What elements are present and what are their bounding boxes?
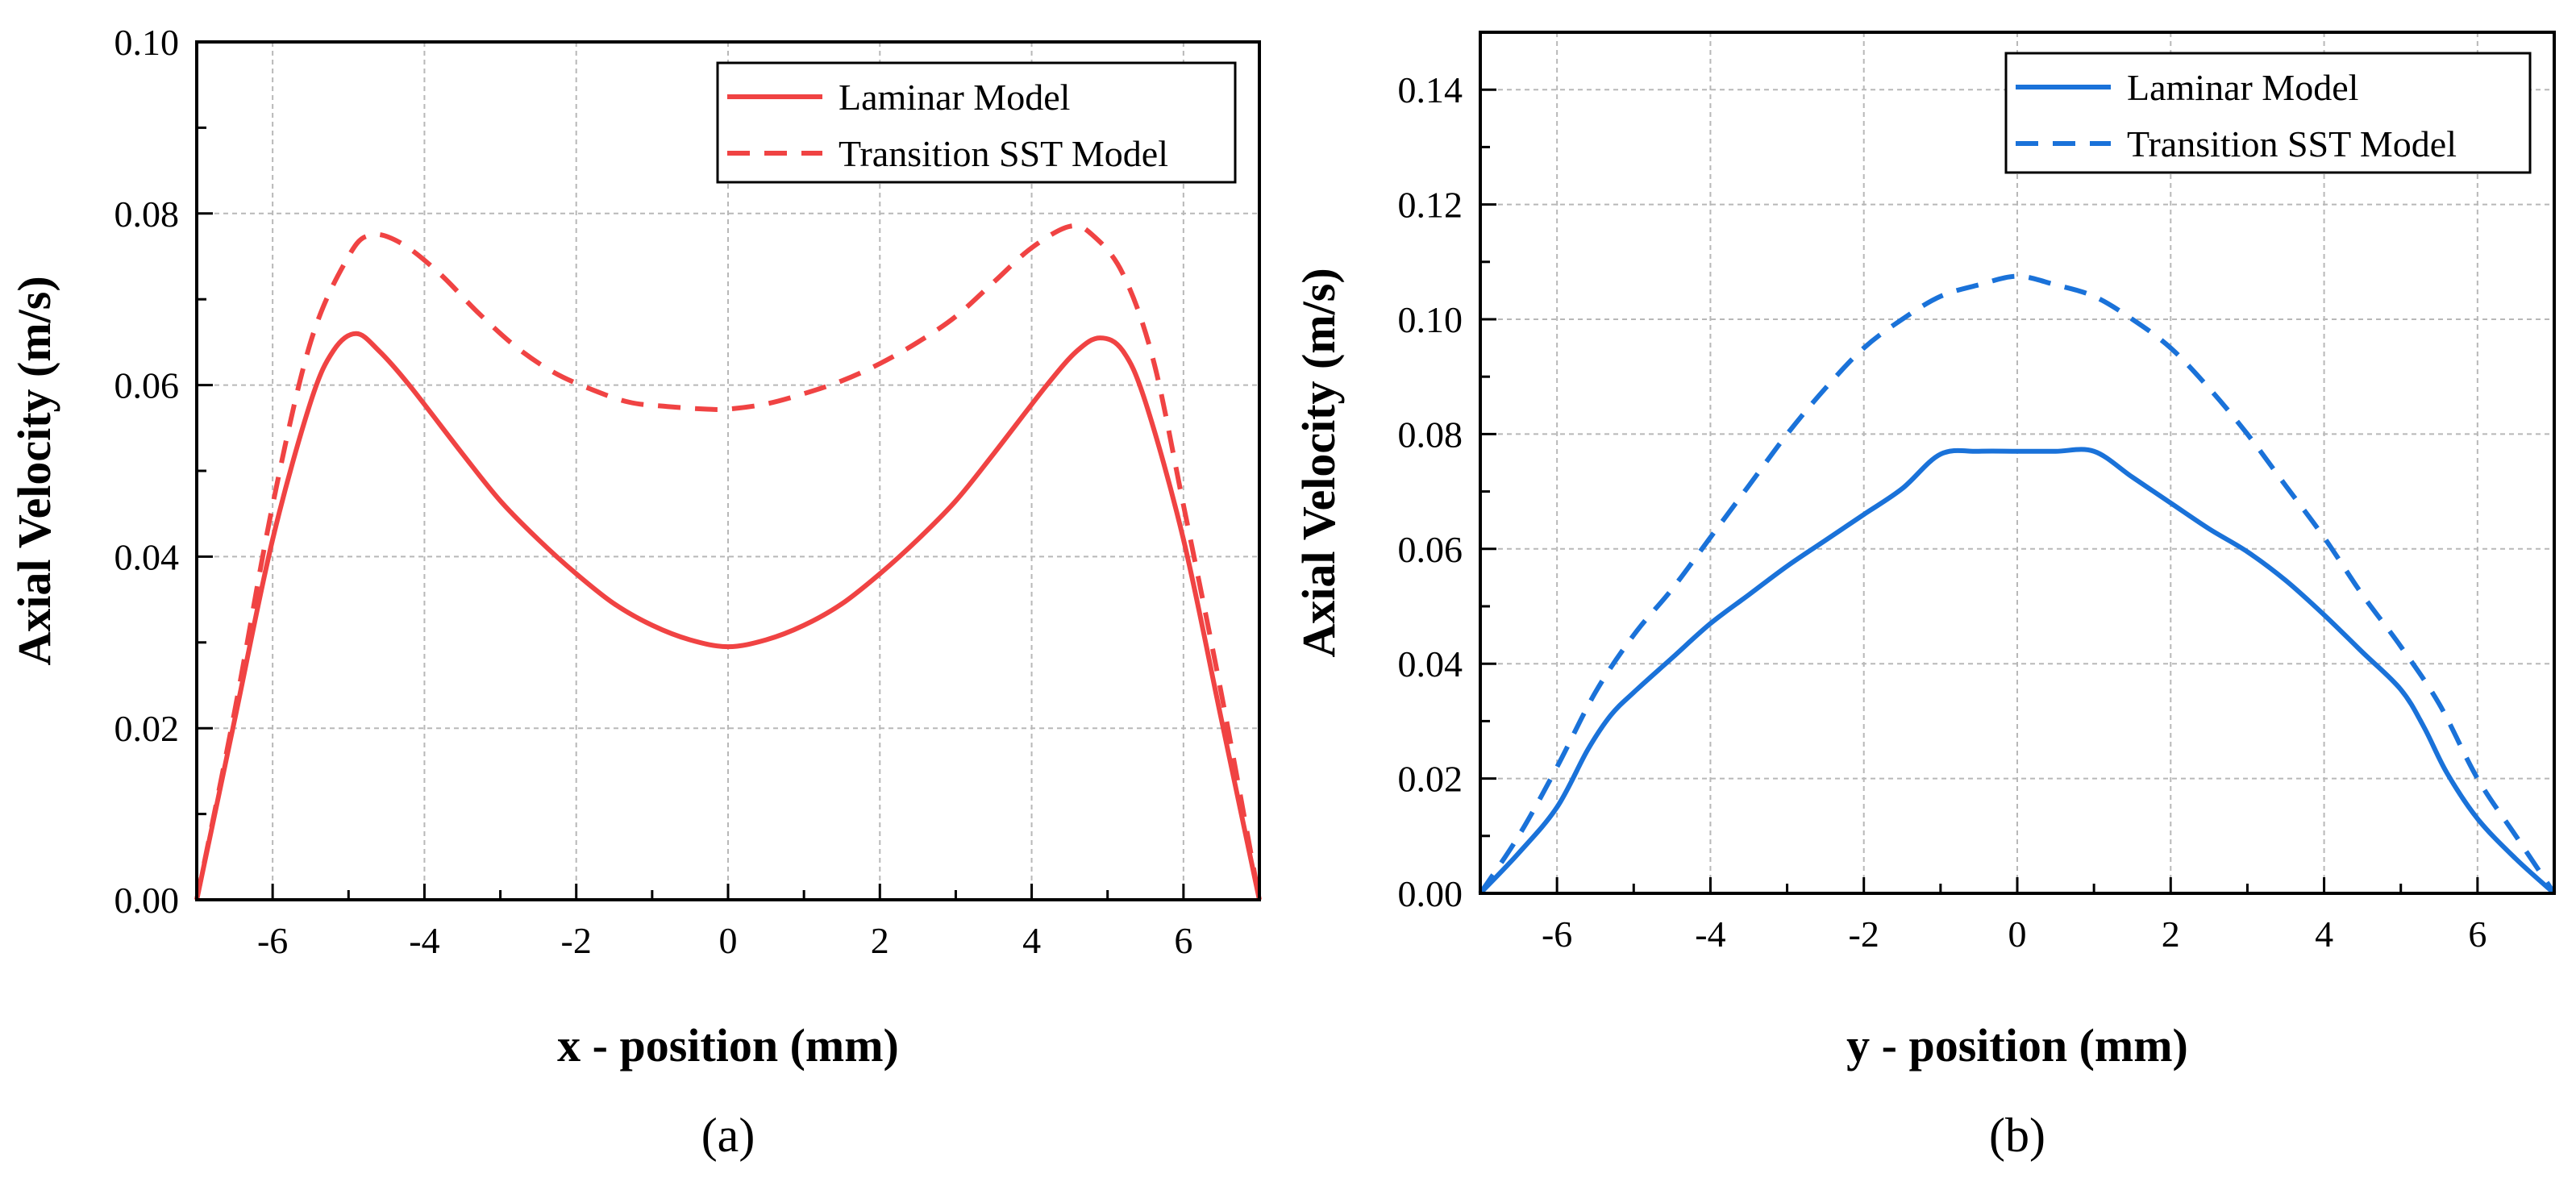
panel-label: (b) bbox=[1989, 1109, 2045, 1162]
y-tick-label: 0.10 bbox=[1398, 299, 1463, 340]
x-tick-label: 0 bbox=[719, 920, 738, 961]
x-tick-label: -2 bbox=[561, 920, 592, 961]
x-axis-title: x - position (mm) bbox=[557, 1019, 899, 1072]
series-line-transition-sst bbox=[194, 223, 1262, 901]
y-tick-label: 0.08 bbox=[114, 194, 180, 235]
y-axis-title: Axial Velocity (m/s) bbox=[8, 276, 60, 665]
legend-label: Laminar Model bbox=[2127, 67, 2358, 108]
y-tick-label: 0.12 bbox=[1398, 185, 1463, 226]
y-tick-label: 0.02 bbox=[114, 708, 180, 749]
chart-panel-a: -6 -4 -2 0 2 4 6 0.00 0.02 0.04 0.06 0.08 0.10 x - po… bbox=[8, 22, 1262, 1162]
plot-frame bbox=[195, 40, 1261, 901]
y-tick-label: 0.04 bbox=[1398, 643, 1463, 685]
y-tick-label: 0.14 bbox=[1398, 69, 1463, 110]
x-tick-label: 2 bbox=[2162, 913, 2180, 955]
y-tick-label: 0.10 bbox=[114, 22, 180, 63]
x-tick-label: -2 bbox=[1849, 913, 1879, 955]
x-tick-label: -4 bbox=[409, 920, 439, 961]
panel-label: (a) bbox=[701, 1109, 755, 1162]
y-axis-title: Axial Velocity (m/s) bbox=[1292, 268, 1345, 657]
legend: Laminar Model Transition SST Model bbox=[2004, 52, 2532, 174]
y-tick-label: 0.00 bbox=[114, 880, 180, 921]
y-tick-label: 0.06 bbox=[114, 365, 180, 406]
x-tick-label: 2 bbox=[871, 920, 889, 961]
series-line-transition-sst bbox=[1478, 273, 2557, 895]
legend-box bbox=[716, 61, 1237, 184]
legend-label: Transition SST Model bbox=[839, 133, 1168, 174]
legend-label: Transition SST Model bbox=[2127, 123, 2457, 164]
legend-label: Laminar Model bbox=[839, 77, 1070, 118]
y-tick-label: 0.00 bbox=[1398, 873, 1463, 914]
x-tick-label: -4 bbox=[1695, 913, 1725, 955]
x-tick-label: 0 bbox=[2008, 913, 2027, 955]
chart-panel-b: -6 -4 -2 0 2 4 6 0.00 0.02 0.04 0.06 0.08 0.10 0.12 0.… bbox=[1292, 31, 2557, 1162]
x-tick-label: 6 bbox=[1174, 920, 1192, 961]
x-tick-label: -6 bbox=[257, 920, 288, 961]
x-tick-label: -6 bbox=[1542, 913, 1572, 955]
x-axis-title: y - position (mm) bbox=[1846, 1019, 2188, 1072]
y-tick-label: 0.02 bbox=[1398, 759, 1463, 800]
series-line-laminar bbox=[194, 331, 1262, 901]
x-tick-label: 4 bbox=[1022, 920, 1041, 961]
x-tick-label: 6 bbox=[2468, 913, 2487, 955]
y-tick-label: 0.04 bbox=[114, 536, 180, 577]
y-tick-label: 0.06 bbox=[1398, 529, 1463, 570]
plot-frame bbox=[1479, 31, 2556, 895]
y-tick-label: 0.08 bbox=[1398, 414, 1463, 455]
legend-box bbox=[2004, 52, 2532, 174]
series-line-laminar bbox=[1478, 447, 2557, 896]
legend: Laminar Model Transition SST Model bbox=[716, 61, 1237, 184]
x-tick-label: 4 bbox=[2315, 913, 2333, 955]
